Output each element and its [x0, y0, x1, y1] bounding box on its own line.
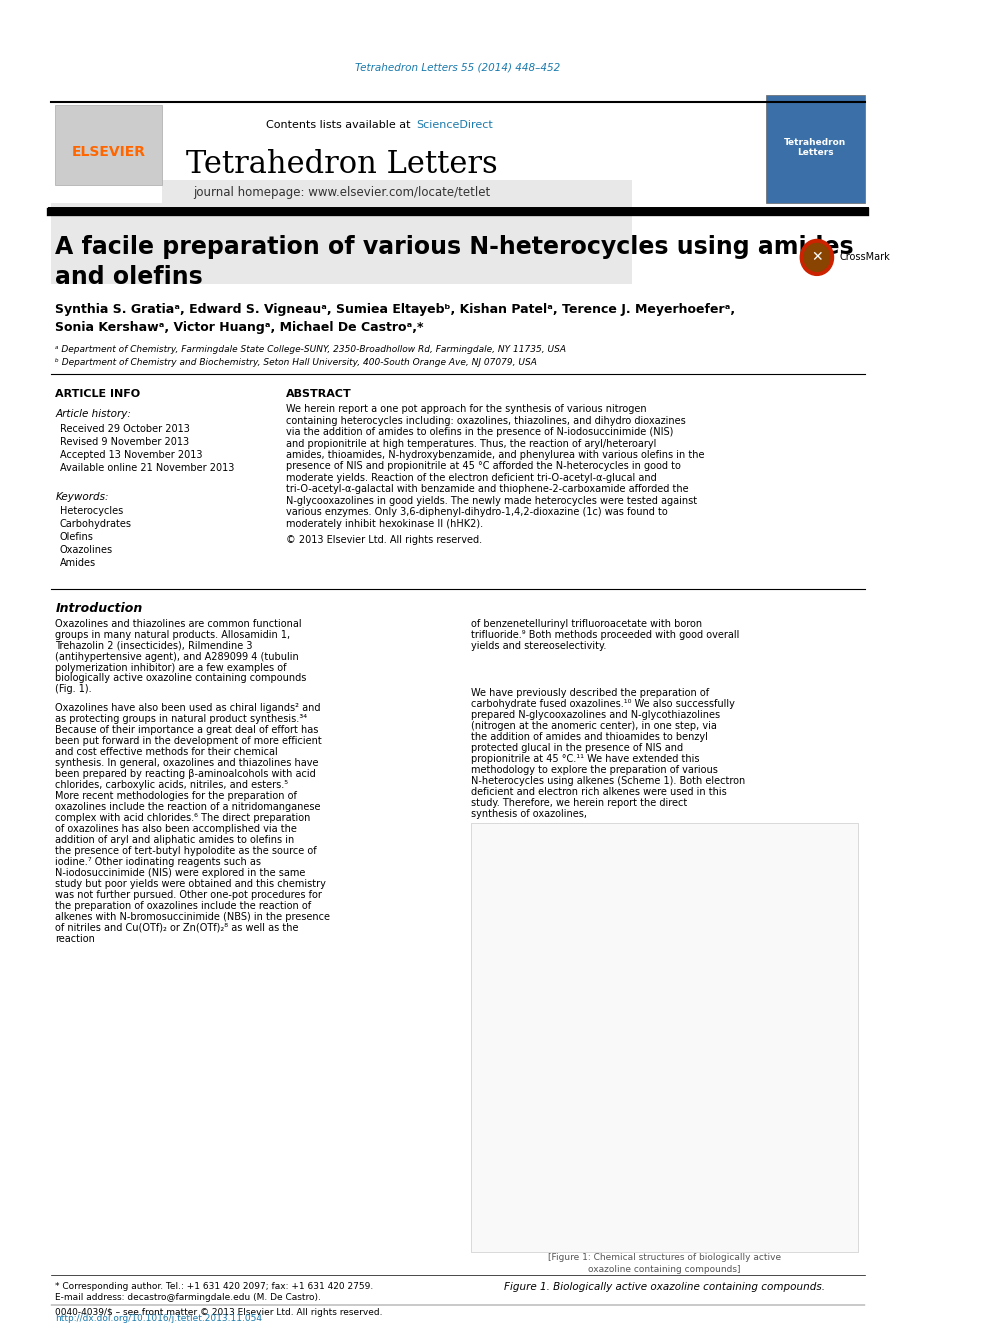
Text: ABSTRACT: ABSTRACT: [286, 389, 352, 400]
Text: ᵇ Department of Chemistry and Biochemistry, Seton Hall University, 400-South Ora: ᵇ Department of Chemistry and Biochemist…: [56, 357, 538, 366]
Text: moderately inhibit hexokinase II (hHK2).: moderately inhibit hexokinase II (hHK2).: [286, 519, 483, 529]
Text: Amides: Amides: [60, 558, 96, 568]
Text: ᵃ Department of Chemistry, Farmingdale State College-SUNY, 2350-Broadhollow Rd, : ᵃ Department of Chemistry, Farmingdale S…: [56, 345, 566, 353]
Text: We have previously described the preparation of: We have previously described the prepara…: [471, 688, 709, 699]
Text: the presence of tert-butyl hypolodite as the source of: the presence of tert-butyl hypolodite as…: [56, 847, 317, 856]
Text: of oxazolines has also been accomplished via the: of oxazolines has also been accomplished…: [56, 824, 298, 833]
Text: yields and stereoselectivity.: yields and stereoselectivity.: [471, 640, 606, 651]
Text: biologically active oxazoline containing compounds: biologically active oxazoline containing…: [56, 673, 307, 684]
Text: polymerization inhibitor) are a few examples of: polymerization inhibitor) are a few exam…: [56, 663, 287, 672]
Text: [Figure 1: Chemical structures of biologically active: [Figure 1: Chemical structures of biolog…: [548, 1253, 781, 1262]
Text: * Corresponding author. Tel.: +1 631 420 2097; fax: +1 631 420 2759.: * Corresponding author. Tel.: +1 631 420…: [56, 1282, 374, 1291]
Text: Tetrahedron Letters 55 (2014) 448–452: Tetrahedron Letters 55 (2014) 448–452: [355, 64, 560, 73]
Text: Tetrahedron
Letters: Tetrahedron Letters: [784, 138, 846, 157]
Text: Introduction: Introduction: [56, 602, 143, 615]
Text: synthesis of oxazolines,: synthesis of oxazolines,: [471, 810, 586, 819]
Text: CrossMark: CrossMark: [840, 253, 891, 262]
Text: via the addition of amides to olefins in the presence of N-iodosuccinimide (NIS): via the addition of amides to olefins in…: [286, 427, 674, 437]
Text: the preparation of oxazolines include the reaction of: the preparation of oxazolines include th…: [56, 901, 311, 912]
Text: been put forward in the development of more efficient: been put forward in the development of m…: [56, 737, 322, 746]
Text: Trehazolin 2 (insecticides), Rilmendine 3: Trehazolin 2 (insecticides), Rilmendine …: [56, 640, 253, 651]
FancyBboxPatch shape: [471, 823, 858, 1252]
Text: Sonia Kershawᵃ, Victor Huangᵃ, Michael De Castroᵃ,*: Sonia Kershawᵃ, Victor Huangᵃ, Michael D…: [56, 320, 424, 333]
Text: journal homepage: www.elsevier.com/locate/tetlet: journal homepage: www.elsevier.com/locat…: [192, 187, 490, 198]
Text: (nitrogen at the anomeric center), in one step, via: (nitrogen at the anomeric center), in on…: [471, 721, 716, 732]
Text: oxazolines include the reaction of a nitridomanganese: oxazolines include the reaction of a nit…: [56, 802, 320, 812]
Text: Available online 21 November 2013: Available online 21 November 2013: [60, 463, 234, 472]
Text: ScienceDirect: ScienceDirect: [417, 119, 493, 130]
FancyBboxPatch shape: [56, 105, 162, 185]
Text: and olefins: and olefins: [56, 266, 203, 290]
Text: ✕: ✕: [811, 250, 822, 265]
Text: trifluoride.⁹ Both methods proceeded with good overall: trifluoride.⁹ Both methods proceeded wit…: [471, 630, 739, 639]
Text: the addition of amides and thioamides to benzyl: the addition of amides and thioamides to…: [471, 733, 707, 742]
Text: (antihypertensive agent), and A289099 4 (tubulin: (antihypertensive agent), and A289099 4 …: [56, 651, 300, 662]
Text: http://dx.doi.org/10.1016/j.tetlet.2013.11.054: http://dx.doi.org/10.1016/j.tetlet.2013.…: [56, 1314, 262, 1323]
Text: of benzenetellurinyl trifluoroacetate with boron: of benzenetellurinyl trifluoroacetate wi…: [471, 619, 702, 628]
Circle shape: [804, 243, 830, 271]
Text: A facile preparation of various N-heterocycles using amides: A facile preparation of various N-hetero…: [56, 235, 854, 259]
Text: and propionitrile at high temperatures. Thus, the reaction of aryl/heteroaryl: and propionitrile at high temperatures. …: [286, 438, 657, 448]
Text: addition of aryl and aliphatic amides to olefins in: addition of aryl and aliphatic amides to…: [56, 835, 295, 845]
Text: oxazoline containing compounds]: oxazoline containing compounds]: [588, 1265, 741, 1274]
Text: prepared N-glycooxazolines and N-glycothiazolines: prepared N-glycooxazolines and N-glycoth…: [471, 710, 720, 721]
Text: ARTICLE INFO: ARTICLE INFO: [56, 389, 141, 400]
Circle shape: [801, 239, 833, 275]
Text: Figure 1. Biologically active oxazoline containing compounds.: Figure 1. Biologically active oxazoline …: [504, 1282, 825, 1293]
Text: synthesis. In general, oxazolines and thiazolines have: synthesis. In general, oxazolines and th…: [56, 758, 318, 769]
Text: Carbohydrates: Carbohydrates: [60, 519, 132, 529]
Text: © 2013 Elsevier Ltd. All rights reserved.: © 2013 Elsevier Ltd. All rights reserved…: [286, 536, 482, 545]
Text: Accepted 13 November 2013: Accepted 13 November 2013: [60, 450, 202, 460]
Text: various enzymes. Only 3,6-diphenyl-dihydro-1,4,2-dioxazine (1c) was found to: various enzymes. Only 3,6-diphenyl-dihyd…: [286, 507, 668, 517]
Text: Article history:: Article history:: [56, 409, 131, 419]
Text: moderate yields. Reaction of the electron deficient tri-O-acetyl-α-glucal and: moderate yields. Reaction of the electro…: [286, 472, 657, 483]
Text: as protecting groups in natural product synthesis.³⁴: as protecting groups in natural product …: [56, 714, 308, 725]
Text: reaction: reaction: [56, 934, 95, 943]
Text: Contents lists available at: Contents lists available at: [266, 119, 418, 130]
Text: amides, thioamides, N-hydroxybenzamide, and phenylurea with various olefins in t: amides, thioamides, N-hydroxybenzamide, …: [286, 450, 704, 460]
Text: Received 29 October 2013: Received 29 October 2013: [60, 425, 189, 434]
Text: complex with acid chlorides.⁶ The direct preparation: complex with acid chlorides.⁶ The direct…: [56, 814, 310, 823]
Text: propionitrile at 45 °C.¹¹ We have extended this: propionitrile at 45 °C.¹¹ We have extend…: [471, 754, 699, 765]
Text: N-heterocycles using alkenes (Scheme 1). Both electron: N-heterocycles using alkenes (Scheme 1).…: [471, 777, 745, 786]
Text: 0040-4039/$ – see front matter © 2013 Elsevier Ltd. All rights reserved.: 0040-4039/$ – see front matter © 2013 El…: [56, 1307, 383, 1316]
FancyBboxPatch shape: [51, 95, 162, 202]
Text: carbohydrate fused oxazolines.¹⁰ We also successfully: carbohydrate fused oxazolines.¹⁰ We also…: [471, 700, 735, 709]
Text: groups in many natural products. Allosamidin 1,: groups in many natural products. Allosam…: [56, 630, 291, 639]
Text: study. Therefore, we herein report the direct: study. Therefore, we herein report the d…: [471, 798, 687, 808]
FancyBboxPatch shape: [766, 95, 865, 202]
Text: Oxazolines and thiazolines are common functional: Oxazolines and thiazolines are common fu…: [56, 619, 302, 628]
Text: Because of their importance a great deal of effort has: Because of their importance a great deal…: [56, 725, 318, 736]
Text: tri-O-acetyl-α-galactal with benzamide and thiophene-2-carboxamide afforded the: tri-O-acetyl-α-galactal with benzamide a…: [286, 484, 688, 495]
Text: containing heterocycles including: oxazolines, thiazolines, and dihydro dioxazin: containing heterocycles including: oxazo…: [286, 415, 685, 426]
Text: N-iodosuccinimide (NIS) were explored in the same: N-iodosuccinimide (NIS) were explored in…: [56, 868, 306, 878]
Text: iodine.⁷ Other iodinating reagents such as: iodine.⁷ Other iodinating reagents such …: [56, 857, 261, 867]
Text: alkenes with N-bromosuccinimide (NBS) in the presence: alkenes with N-bromosuccinimide (NBS) in…: [56, 912, 330, 922]
Text: E-mail address: decastro@farmingdale.edu (M. De Castro).: E-mail address: decastro@farmingdale.edu…: [56, 1293, 321, 1302]
Text: study but poor yields were obtained and this chemistry: study but poor yields were obtained and …: [56, 878, 326, 889]
FancyBboxPatch shape: [51, 180, 632, 284]
Text: We herein report a one pot approach for the synthesis of various nitrogen: We herein report a one pot approach for …: [286, 404, 647, 414]
Text: chlorides, carboxylic acids, nitriles, and esters.⁵: chlorides, carboxylic acids, nitriles, a…: [56, 781, 289, 790]
Text: Keywords:: Keywords:: [56, 492, 109, 501]
Text: Tetrahedron Letters: Tetrahedron Letters: [186, 149, 497, 180]
Text: Revised 9 November 2013: Revised 9 November 2013: [60, 437, 189, 447]
Text: of nitriles and Cu(OTf)₂ or Zn(OTf)₂⁸ as well as the: of nitriles and Cu(OTf)₂ or Zn(OTf)₂⁸ as…: [56, 923, 299, 933]
Text: and cost effective methods for their chemical: and cost effective methods for their che…: [56, 747, 278, 757]
Text: deficient and electron rich alkenes were used in this: deficient and electron rich alkenes were…: [471, 787, 726, 798]
Text: Heterocycles: Heterocycles: [60, 505, 123, 516]
Text: ELSEVIER: ELSEVIER: [72, 144, 146, 159]
Text: presence of NIS and propionitrile at 45 °C afforded the N-heterocycles in good t: presence of NIS and propionitrile at 45 …: [286, 462, 682, 471]
Text: More recent methodologies for the preparation of: More recent methodologies for the prepar…: [56, 791, 298, 802]
Text: methodology to explore the preparation of various: methodology to explore the preparation o…: [471, 765, 717, 775]
Text: Oxazolines have also been used as chiral ligands² and: Oxazolines have also been used as chiral…: [56, 704, 320, 713]
Text: been prepared by reacting β-aminoalcohols with acid: been prepared by reacting β-aminoalcohol…: [56, 769, 316, 779]
Text: protected glucal in the presence of NIS and: protected glucal in the presence of NIS …: [471, 744, 682, 753]
Text: Synthia S. Gratiaᵃ, Edward S. Vigneauᵃ, Sumiea Eltayebᵇ, Kishan Patelᵃ, Terence : Synthia S. Gratiaᵃ, Edward S. Vigneauᵃ, …: [56, 303, 735, 316]
Text: Oxazolines: Oxazolines: [60, 545, 113, 554]
Text: N-glycooxazolines in good yields. The newly made heterocycles were tested agains: N-glycooxazolines in good yields. The ne…: [286, 496, 697, 505]
Text: was not further pursued. Other one-pot procedures for: was not further pursued. Other one-pot p…: [56, 890, 322, 900]
Text: Olefins: Olefins: [60, 532, 94, 542]
Text: (Fig. 1).: (Fig. 1).: [56, 684, 92, 695]
